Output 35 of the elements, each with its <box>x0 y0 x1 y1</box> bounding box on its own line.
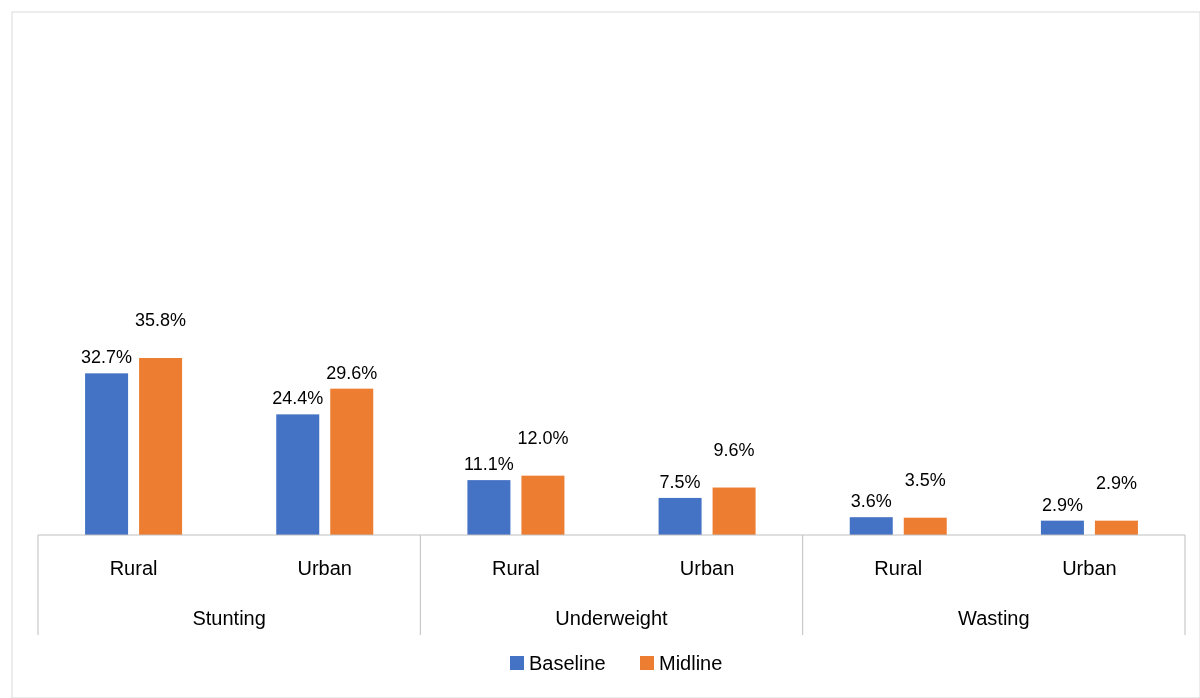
bar <box>139 358 183 535</box>
text: Wasting <box>958 607 1030 629</box>
bar <box>276 414 320 535</box>
data-label: 3.5% <box>904 469 946 490</box>
x-tick-label: Urban <box>1062 557 1117 579</box>
data-label: 3.6% <box>850 491 892 512</box>
data-label: 11.1% <box>464 454 514 475</box>
data-label: 12.0% <box>517 427 569 448</box>
data-label: 29.6% <box>326 362 378 383</box>
data-label: 9.6% <box>713 439 755 460</box>
bar <box>467 480 511 535</box>
bar <box>658 497 702 535</box>
bar <box>85 373 129 535</box>
bar <box>712 487 756 535</box>
x-tick-label: Rural <box>874 557 923 579</box>
data-label: 2.9% <box>1095 472 1137 493</box>
data-label: 35.8% <box>135 310 187 330</box>
bar <box>1094 520 1138 535</box>
x-tick-label: Rural <box>109 557 158 579</box>
text: Underweight <box>555 607 669 629</box>
text: Stunting <box>192 607 266 629</box>
x-tick-label: Urban <box>679 557 735 579</box>
bar <box>330 388 374 535</box>
data-label: 2.9% <box>1041 494 1083 515</box>
bar <box>849 517 893 535</box>
legend-label: Baseline <box>529 652 606 674</box>
data-label: 7.5% <box>659 471 701 492</box>
x-tick-label: Urban <box>297 557 352 579</box>
data-label: 32.7% <box>81 347 133 368</box>
bar <box>1040 520 1084 535</box>
data-label: 24.4% <box>272 388 324 409</box>
legend-label: Midline <box>659 652 723 674</box>
bar <box>903 517 947 535</box>
bar <box>521 475 565 535</box>
x-tick-label: Rural <box>492 557 540 579</box>
